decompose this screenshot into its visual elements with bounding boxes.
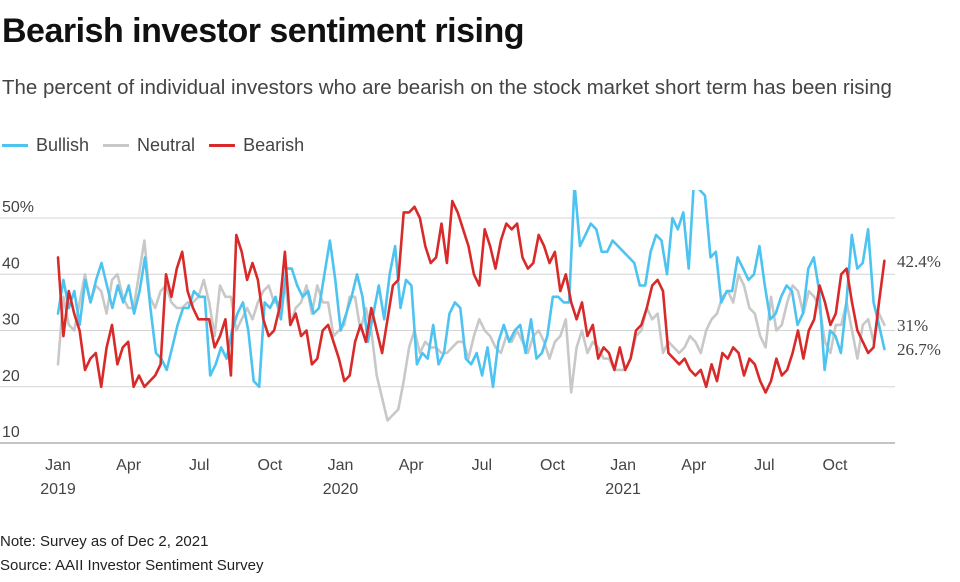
x-tick-label-7: Oct bbox=[540, 457, 565, 474]
source-text: Source: AAII Investor Sentiment Survey bbox=[0, 557, 264, 574]
y-tick-label-10: 10 bbox=[2, 424, 20, 441]
chart-subtitle: The percent of individual investors who … bbox=[2, 76, 892, 99]
series-line-bullish bbox=[56, 190, 886, 389]
y-tick-label-20: 20 bbox=[2, 368, 20, 385]
legend-label-neutral: Neutral bbox=[137, 135, 196, 155]
series-line-bearish bbox=[56, 199, 886, 394]
x-tick-label-5: Apr bbox=[399, 457, 425, 474]
chart-title: Bearish investor sentiment rising bbox=[2, 12, 525, 50]
end-label-neutral: 31% bbox=[897, 316, 928, 335]
x-tick-label-4: Jan bbox=[328, 457, 354, 474]
x-tick-label-11: Oct bbox=[823, 457, 848, 474]
legend-item-bullish: Bullish bbox=[2, 135, 89, 156]
x-tick-year-2020: 2020 bbox=[323, 481, 359, 498]
series-line-neutral bbox=[56, 239, 886, 422]
x-tick-label-3: Oct bbox=[257, 457, 282, 474]
legend-item-neutral: Neutral bbox=[103, 135, 195, 156]
end-label-bullish: 26.7% bbox=[897, 340, 941, 359]
x-tick-label-9: Apr bbox=[681, 457, 707, 474]
legend-label-bearish: Bearish bbox=[243, 135, 305, 155]
legend-swatch-bearish bbox=[209, 144, 236, 147]
y-tick-label-50: 50% bbox=[2, 199, 34, 216]
legend-label-bullish: Bullish bbox=[36, 135, 90, 155]
legend-swatch-neutral bbox=[103, 144, 130, 147]
note-text: Note: Survey as of Dec 2, 2021 bbox=[0, 533, 209, 550]
line-chart: 10 20 30 40 50% Jan 2019 Apr Jul Oct Jan 2020 Apr Jul… bbox=[0, 190, 941, 498]
x-tick-label-10: Jul bbox=[754, 457, 774, 474]
legend: Bullish Neutral Bearish bbox=[2, 135, 304, 156]
x-tick-label-8: Jan bbox=[610, 457, 636, 474]
x-tick-label-1: Apr bbox=[116, 457, 142, 474]
x-tick-label-6: Jul bbox=[472, 457, 492, 474]
x-tick-label-0: Jan bbox=[45, 457, 71, 474]
end-label-bearish: 42.4% bbox=[897, 252, 941, 271]
x-tick-label-2: Jul bbox=[189, 457, 209, 474]
y-tick-label-40: 40 bbox=[2, 255, 20, 272]
x-tick-year-2019: 2019 bbox=[40, 481, 76, 498]
legend-swatch-bullish bbox=[2, 144, 28, 147]
legend-item-bearish: Bearish bbox=[209, 135, 304, 156]
y-tick-label-30: 30 bbox=[2, 312, 20, 329]
x-tick-year-2021: 2021 bbox=[605, 481, 641, 498]
